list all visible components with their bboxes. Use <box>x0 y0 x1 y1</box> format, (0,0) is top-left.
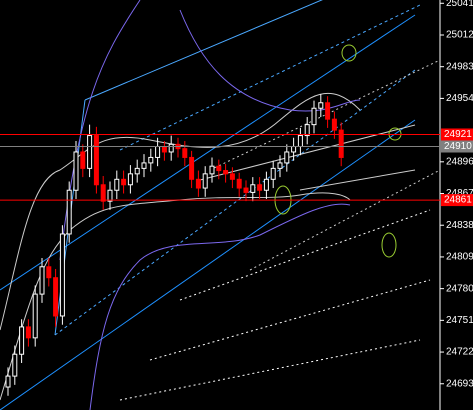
candle-body <box>202 173 208 189</box>
candle-body <box>325 102 331 120</box>
candle-body <box>127 173 133 186</box>
y-tick-label: 24751 <box>446 315 473 326</box>
price-level-box <box>441 128 473 141</box>
band-line <box>0 92 361 331</box>
candle-body <box>66 189 72 235</box>
price-level-box <box>441 194 473 207</box>
candle-body <box>53 277 59 317</box>
candle-body <box>195 178 201 189</box>
channel-line <box>84 0 323 101</box>
price-level-label: 24921 <box>444 129 472 140</box>
candle-body <box>32 293 38 339</box>
y-tick-label: 24983 <box>446 61 473 72</box>
candle-body <box>12 353 18 377</box>
y-tick-label: 24780 <box>446 283 473 294</box>
y-tick-label: 24722 <box>446 347 473 358</box>
trend-line <box>299 169 416 191</box>
candle-body <box>243 187 249 193</box>
dashed-line <box>119 339 421 401</box>
y-tick-label: 24838 <box>446 220 473 231</box>
candle-body <box>236 178 242 189</box>
candle-body <box>338 129 344 158</box>
candle-body <box>121 178 127 186</box>
candle-body <box>25 326 31 339</box>
candle-body <box>168 143 174 153</box>
price-level-label: 24861 <box>444 195 472 206</box>
candle-body <box>161 146 167 153</box>
candle-body <box>318 102 324 109</box>
candle-body <box>73 151 79 191</box>
dashed-line <box>179 209 431 301</box>
candle-body <box>114 178 120 191</box>
y-tick-label: 25012 <box>446 30 473 41</box>
candle-body <box>46 266 52 279</box>
dashed-line <box>149 279 431 361</box>
candle-body <box>107 189 113 202</box>
candle-body <box>87 135 93 169</box>
candle-body <box>216 165 222 172</box>
candle-body <box>59 233 65 317</box>
candle-body <box>284 151 290 164</box>
highlight-ellipse <box>381 232 397 258</box>
candle-body <box>80 151 86 169</box>
candle-body <box>291 146 297 153</box>
y-tick-label: 24809 <box>446 252 473 263</box>
candle-body <box>39 266 45 295</box>
dashed-line <box>54 69 416 336</box>
candle-body <box>257 184 263 191</box>
candle-body <box>263 178 269 191</box>
y-tick-label: 24867 <box>446 188 473 199</box>
candle-body <box>182 148 188 158</box>
candle-body <box>148 156 154 164</box>
highlight-ellipse <box>341 44 357 62</box>
candle-body <box>331 118 337 131</box>
candle-body <box>223 170 229 175</box>
candle-body <box>311 107 317 126</box>
candle-body <box>297 135 303 148</box>
candle-body <box>100 184 106 202</box>
candle-body <box>277 162 283 169</box>
candle-body <box>93 135 99 186</box>
candle-body <box>304 124 310 137</box>
candle-body <box>141 162 147 169</box>
price-level-box <box>441 140 473 153</box>
candle-body <box>209 165 215 175</box>
candle-body <box>134 167 140 175</box>
candle-body <box>270 167 276 180</box>
band-line <box>0 192 351 401</box>
band-line <box>89 203 351 410</box>
candle-body <box>5 375 11 388</box>
overlays <box>0 0 441 410</box>
dashed-line <box>119 4 421 151</box>
candle-body <box>250 184 256 193</box>
y-tick-label: 24896 <box>446 156 473 167</box>
price-level-label: 24910 <box>444 141 472 152</box>
candle-body <box>155 146 161 158</box>
dashed-line <box>249 169 441 271</box>
candle-body <box>19 326 25 355</box>
channel-line <box>0 14 416 291</box>
y-tick-label: 25041 <box>446 0 473 9</box>
y-tick-label: 24693 <box>446 378 473 389</box>
y-tick-label: 24954 <box>446 93 473 104</box>
channel-line <box>0 119 416 410</box>
candle-body <box>229 173 235 180</box>
candle-body <box>189 156 195 180</box>
